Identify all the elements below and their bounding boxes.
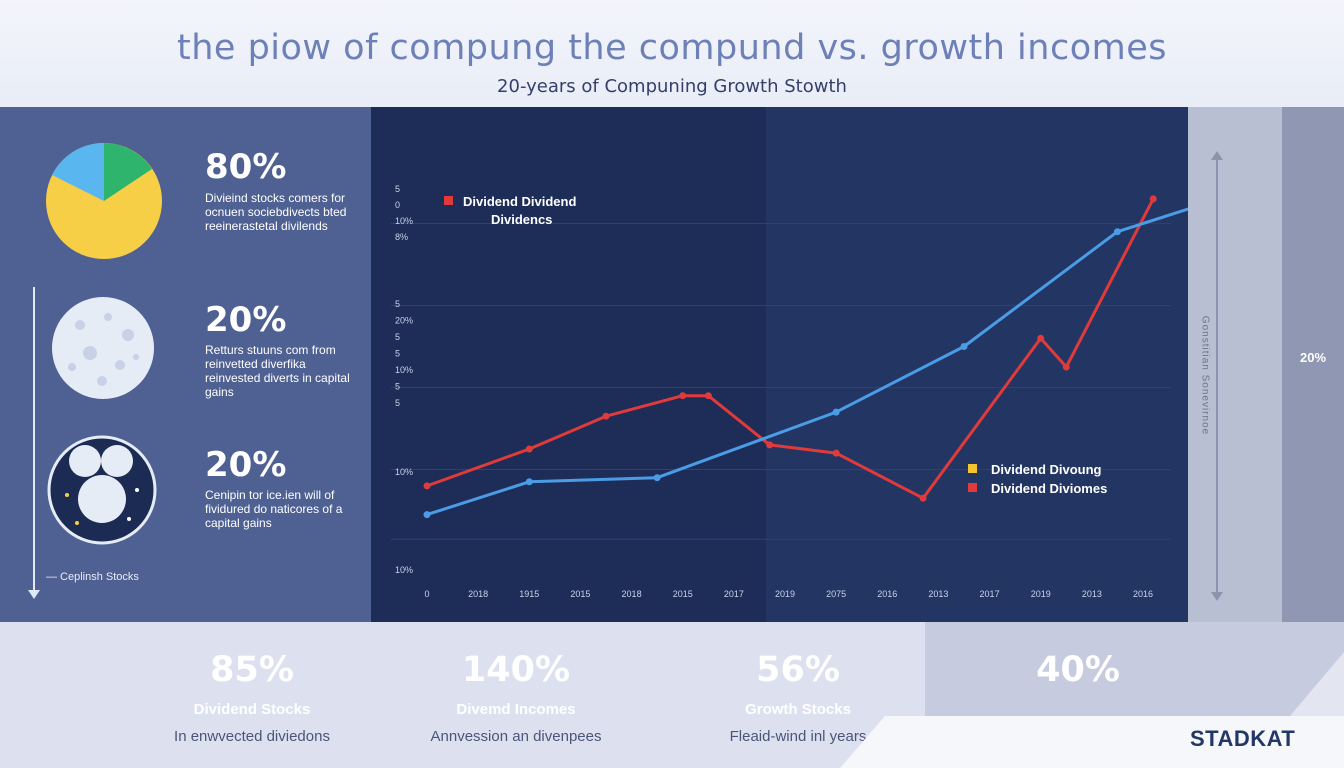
data-point bbox=[832, 449, 840, 457]
right-strip-dark bbox=[1282, 107, 1344, 622]
x-tick-label: 2013 bbox=[928, 589, 948, 599]
right-axis-line bbox=[1216, 157, 1218, 595]
bottom-stat-label: Divemd Incomes bbox=[456, 701, 576, 718]
legend-label: Dividend Dividend bbox=[463, 194, 576, 209]
y-tick-label: 10% bbox=[395, 467, 413, 477]
x-tick-label: 2018 bbox=[622, 589, 642, 599]
data-point bbox=[525, 445, 533, 453]
stat-value: 80% bbox=[205, 147, 287, 187]
page-subtitle: 20-years of Compuning Growth Stowth bbox=[497, 76, 847, 97]
y-tick-label: 0 bbox=[395, 200, 400, 210]
bottom-stat-value: 85% bbox=[210, 650, 294, 690]
bottom-stat-sub: In enwvected diviedons bbox=[174, 728, 330, 745]
data-point bbox=[1062, 363, 1070, 371]
right-strip bbox=[1188, 107, 1282, 622]
y-tick-label: 5 bbox=[395, 349, 400, 359]
x-tick-label: 2013 bbox=[1082, 589, 1102, 599]
x-tick-label: 2015 bbox=[570, 589, 590, 599]
data-point bbox=[1037, 334, 1045, 342]
x-ticks: 0 2018 1915 2015 2018 2015 2017 2019 2075 2016 201… bbox=[424, 589, 1153, 599]
x-tick-label: 2075 bbox=[826, 589, 846, 599]
bottom-stat-label: Dividend Stocks bbox=[193, 701, 311, 718]
arrow-down-icon bbox=[28, 590, 40, 599]
brand-corner bbox=[840, 716, 1344, 768]
y-ticks: 5 0 10% 8% 5 20% 5 5 10% 5 5 10% 10% bbox=[395, 184, 413, 575]
x-tick-label: 2017 bbox=[980, 589, 1000, 599]
x-tick-label: 2018 bbox=[468, 589, 488, 599]
legend-swatch-red bbox=[444, 196, 453, 205]
y-tick-label: 20% bbox=[395, 316, 413, 326]
data-point bbox=[1113, 228, 1121, 236]
arrow-down-icon bbox=[1211, 592, 1223, 601]
x-tick-label: 2019 bbox=[1031, 589, 1051, 599]
series bbox=[423, 195, 1188, 519]
moons-cluster-icon bbox=[47, 435, 157, 545]
pie-slice-green bbox=[104, 143, 152, 201]
legend-label: Dividend Diviomes bbox=[991, 481, 1107, 496]
data-point bbox=[679, 392, 687, 400]
right-percent: 20% bbox=[1299, 350, 1327, 365]
legend-bottom: Dividend Divoung Dividend Diviomes bbox=[968, 462, 1107, 496]
stat-desc: Divieind stocks comers for ocnuen socieb… bbox=[205, 191, 347, 233]
data-point bbox=[960, 343, 968, 350]
page-title: the piow of compung the compund vs. grow… bbox=[177, 28, 1167, 68]
stat-value: 20% bbox=[205, 300, 287, 340]
y-tick-label: 10% bbox=[395, 365, 413, 375]
stat-desc: Retturs stuuns com from reinvetted diver… bbox=[205, 343, 350, 399]
data-point bbox=[1149, 195, 1157, 203]
right-axis-label: Gonstitian Sonevirnoe bbox=[1199, 315, 1211, 436]
data-point bbox=[525, 478, 533, 486]
pie-chart-icon bbox=[46, 142, 162, 259]
legend-top: Dividend Dividend Dividencs bbox=[444, 194, 576, 227]
stat-desc: Cenipin tor ice.ien will of fividured do… bbox=[205, 488, 343, 530]
vertical-axis-line bbox=[33, 287, 35, 592]
data-point bbox=[919, 494, 927, 502]
brand-logo: STADKAT bbox=[1190, 726, 1296, 751]
bottom-stat-label: Growth Stocks bbox=[745, 701, 851, 718]
y-tick-label: 8% bbox=[395, 232, 408, 242]
x-tick-label: 2015 bbox=[673, 589, 693, 599]
data-point bbox=[653, 474, 661, 482]
bottom-stat-sub: Annvession an divenpees bbox=[430, 728, 602, 745]
y-tick-label: 5 bbox=[395, 332, 400, 342]
data-point bbox=[832, 408, 840, 416]
data-point bbox=[423, 511, 431, 519]
header: the piow of compung the compund vs. grow… bbox=[0, 0, 1344, 107]
chart-shade bbox=[766, 107, 1188, 622]
y-tick-label: 10% bbox=[395, 216, 413, 226]
data-point bbox=[602, 412, 610, 420]
x-tick-label: 2016 bbox=[1133, 589, 1153, 599]
legend-label: Dividencs bbox=[491, 212, 552, 227]
bottom-stat-value: 140% bbox=[461, 650, 571, 690]
data-point bbox=[423, 482, 431, 490]
y-tick-label: 5 bbox=[395, 382, 400, 392]
data-point bbox=[704, 392, 712, 400]
legend-label: Dividend Divoung bbox=[991, 462, 1102, 477]
pie-slice-blue bbox=[52, 142, 104, 201]
gridlines bbox=[391, 223, 1171, 540]
left-panel: 80% Divieind stocks comers for ocnuen so… bbox=[0, 107, 371, 622]
bottom-stat-sub: Fleaid-wind inl years bbox=[729, 728, 867, 745]
bottom-stat-value: 56% bbox=[756, 650, 840, 690]
moon-icon bbox=[52, 297, 154, 399]
x-tick-label: 2016 bbox=[877, 589, 897, 599]
arrow-up-icon bbox=[1211, 151, 1223, 160]
y-tick-label: 10% bbox=[395, 565, 413, 575]
y-tick-label: 5 bbox=[395, 184, 400, 194]
y-tick-label: 5 bbox=[395, 398, 400, 408]
line-chart: 5 0 10% 8% 5 20% 5 5 10% 5 5 10% 10% 0 2018 1915 2015 20… bbox=[391, 107, 1188, 622]
bottom-stat-value: 40% bbox=[1036, 650, 1120, 690]
stat-value: 20% bbox=[205, 445, 287, 485]
legend-swatch-red bbox=[968, 483, 977, 492]
data-point bbox=[766, 441, 774, 449]
x-tick-label: 2017 bbox=[724, 589, 744, 599]
y-tick-label: 5 bbox=[395, 299, 400, 309]
chart-area: 5 0 10% 8% 5 20% 5 5 10% 5 5 10% 10% 0 2018 1915 2015 20… bbox=[371, 107, 1188, 622]
x-tick-label: 1915 bbox=[519, 589, 539, 599]
x-tick-label: 0 bbox=[424, 589, 429, 599]
axis-label: — Ceplinsh Stocks bbox=[46, 571, 139, 583]
x-tick-label: 2019 bbox=[775, 589, 795, 599]
legend-swatch-yellow bbox=[968, 464, 977, 473]
